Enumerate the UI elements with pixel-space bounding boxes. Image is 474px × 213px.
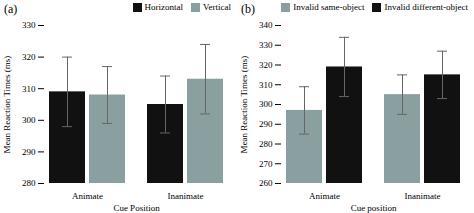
svg-text:320: 320	[22, 52, 36, 62]
svg-text:340: 340	[259, 20, 273, 30]
svg-text:310: 310	[22, 84, 36, 94]
svg-text:Animate: Animate	[72, 191, 103, 201]
html-text:(b): (b)	[241, 2, 255, 16]
svg-text:310: 310	[259, 80, 273, 90]
svg-text:280: 280	[259, 139, 273, 149]
svg-text:330: 330	[259, 40, 273, 50]
svg-text:Inanimate: Inanimate	[405, 191, 441, 201]
svg-text:Mean Reaction Times (ms): Mean Reaction Times (ms)	[239, 56, 249, 154]
svg-text:Mean Reaction Times (ms): Mean Reaction Times (ms)	[2, 56, 12, 154]
html-text:Horizontal: Horizontal	[144, 2, 183, 12]
svg-text:260: 260	[259, 178, 273, 188]
html-text:Invalid different-object: Invalid different-object	[384, 2, 468, 12]
html-text:Invalid same-object: Invalid same-object	[293, 2, 365, 12]
svg-text:Cue position: Cue position	[351, 203, 397, 213]
html-text:(a): (a)	[4, 2, 18, 16]
svg-text:Inanimate: Inanimate	[168, 191, 204, 201]
svg-text:300: 300	[259, 99, 273, 109]
svg-text:Animate: Animate	[309, 191, 340, 201]
svg-text:290: 290	[22, 147, 36, 157]
svg-text:280: 280	[22, 178, 36, 188]
svg-text:330: 330	[22, 20, 36, 30]
svg-text:290: 290	[259, 119, 273, 129]
svg-text:320: 320	[259, 60, 273, 70]
svg-text:270: 270	[259, 159, 273, 169]
svg-text:300: 300	[22, 115, 36, 125]
html-text:Vertical: Vertical	[203, 2, 231, 12]
svg-text:Cue Position: Cue Position	[113, 203, 160, 213]
